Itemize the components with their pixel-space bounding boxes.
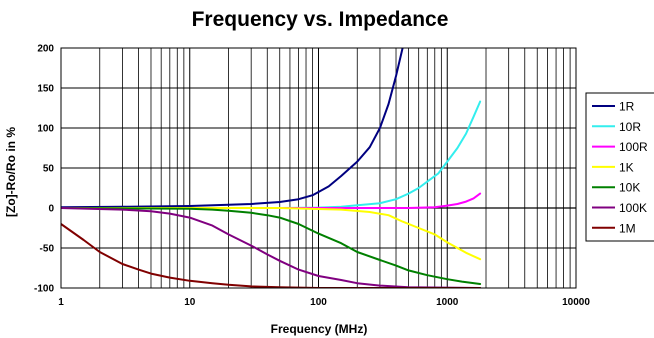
legend-label-1r: 1R [619, 100, 635, 114]
y-tick-label: 100 [37, 124, 54, 135]
series-line-10k [61, 207, 482, 285]
series-line-1r [61, 48, 404, 209]
y-axis-label: [Zo]-Ro/Ro in % [4, 127, 18, 217]
plot-area-frame [60, 47, 577, 289]
y-tick-label: -100 [34, 284, 54, 295]
series-line-100r [61, 192, 482, 209]
legend-label-100r: 100R [619, 140, 648, 154]
x-tick-label: 100 [310, 297, 327, 308]
tick-labels: 200 150 100 50 0 -50 -100 1 10 100 1000 10000 [34, 44, 590, 309]
x-tick-label: 10000 [562, 297, 590, 308]
legend-label-10k: 10K [619, 181, 640, 195]
y-tick-label: 200 [37, 44, 54, 55]
x-tick-label: 1000 [436, 297, 459, 308]
x-tick-label: 1 [58, 297, 64, 308]
legend-label-100k: 100K [619, 201, 647, 215]
legend-label-10r: 10R [619, 120, 641, 134]
y-tick-label: -50 [40, 244, 55, 255]
series-lines [61, 48, 482, 288]
x-axis-label: Frequency (MHz) [271, 322, 368, 336]
y-tick-label: 150 [37, 84, 54, 95]
series-line-100k [61, 207, 482, 288]
legend-label-1m: 1M [619, 221, 636, 235]
series-line-10r [61, 100, 482, 209]
series-line-1k [61, 207, 482, 261]
legend-label-1k: 1K [619, 160, 634, 174]
chart-title: Frequency vs. Impedance [192, 8, 449, 31]
x-tick-label: 10 [184, 297, 196, 308]
grid-lines [60, 47, 576, 289]
y-tick-label: 50 [43, 164, 55, 175]
legend: 1R 10R 100R 1K 10K 100K 1M [585, 92, 654, 242]
y-tick-label: 0 [48, 204, 54, 215]
series-line-1m [61, 223, 482, 288]
